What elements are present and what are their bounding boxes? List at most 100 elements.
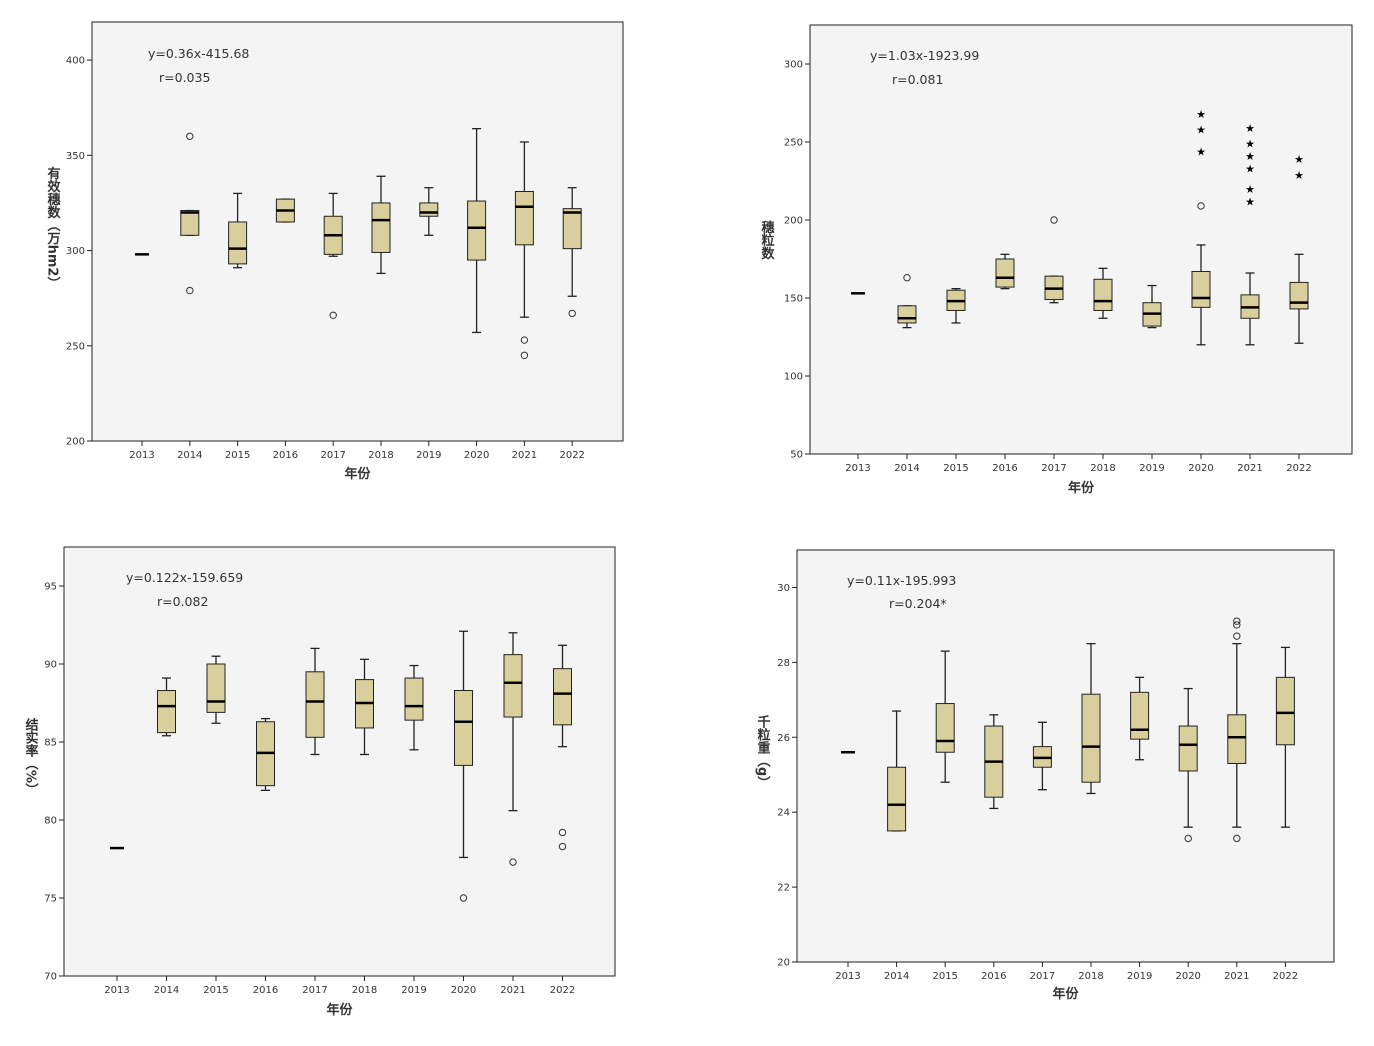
- x-tick-label: 2015: [943, 463, 968, 474]
- x-tick-label: 2021: [1224, 971, 1249, 982]
- outlier-marker: [568, 309, 576, 318]
- x-tick-label: 2022: [1273, 971, 1298, 982]
- box-iqr: [503, 654, 523, 718]
- box-iqr: [157, 690, 176, 734]
- outlier-marker: [1233, 621, 1241, 629]
- x-tick-label: 2017: [1030, 971, 1055, 982]
- y-tick-label: 70: [44, 972, 57, 983]
- x-tick-label: 2016: [981, 971, 1006, 982]
- outlier-extreme-marker: ★: [1245, 195, 1255, 208]
- box-iqr: [1093, 278, 1113, 311]
- x-tick-label: 2018: [1078, 971, 1103, 982]
- y-tick-label: 400: [66, 56, 85, 67]
- x-tick-label: 2017: [320, 450, 345, 461]
- outlier-marker: [1184, 834, 1192, 843]
- x-tick-label: 2013: [129, 450, 154, 461]
- x-axis-label: 年份: [326, 1002, 353, 1018]
- x-tick-label: 2020: [451, 985, 476, 996]
- panel-seed-setting-rate: 70 75 80 85 90 95 2013 2014 2015 2016 2017 2018 2019…: [23, 546, 616, 1018]
- x-tick-label: 2022: [550, 985, 575, 996]
- outlier-marker: [1233, 632, 1241, 640]
- outlier-marker: [509, 858, 517, 866]
- x-tick-label: 2013: [845, 463, 870, 474]
- outlier-extreme-marker: ★: [1245, 138, 1255, 151]
- x-axis-label: 年份: [1052, 986, 1079, 1002]
- outlier-extreme-marker: ★: [1245, 122, 1255, 135]
- y-axis-label: 结实率（%）: [23, 717, 40, 796]
- y-tick-label: 24: [777, 808, 790, 819]
- box-iqr: [206, 663, 226, 713]
- y-tick-label: 50: [790, 450, 803, 461]
- outlier-marker: [520, 351, 529, 359]
- x-axis-label: 年份: [344, 466, 371, 482]
- box-iqr: [1178, 725, 1198, 772]
- x-tick-label: 2014: [884, 971, 909, 982]
- outlier-extreme-marker: ★: [1196, 124, 1206, 137]
- outlier-marker: [558, 828, 567, 837]
- plot-area: [63, 546, 616, 977]
- regression-equation: y=1.03x-1923.99: [870, 48, 979, 63]
- outlier-marker: [329, 311, 337, 319]
- x-tick-label: 2021: [512, 450, 537, 461]
- box-iqr: [897, 305, 917, 324]
- outlier-extreme-marker: ★: [1245, 150, 1255, 163]
- x-tick-label: 2017: [302, 985, 327, 996]
- y-tick-label: 85: [44, 738, 57, 749]
- x-tick-label: 2019: [1139, 463, 1164, 474]
- plot-area: [796, 549, 1335, 963]
- x-axis-label: 年份: [1068, 480, 1095, 496]
- x-tick-label: 2018: [368, 450, 393, 461]
- panel-grains-per-panicle: 50 100 150 200 250 300 2013 2014 2015 2016 2017 201…: [759, 24, 1353, 496]
- box-iqr: [1081, 693, 1101, 783]
- box-iqr: [995, 258, 1015, 288]
- outlier-extreme-marker: ★: [1245, 163, 1255, 176]
- x-tick-label: 2016: [992, 463, 1017, 474]
- outlier-marker: [903, 274, 911, 282]
- y-axis-label: 穗粒数: [759, 220, 775, 261]
- outlier-marker: [459, 894, 468, 902]
- y-tick-label: 26: [777, 733, 790, 744]
- y-tick-label: 200: [66, 437, 85, 448]
- outlier-marker: [1050, 216, 1058, 224]
- box-iqr: [1275, 676, 1295, 746]
- x-tick-label: 2017: [1041, 463, 1066, 474]
- x-tick-label: 2021: [500, 985, 525, 996]
- x-tick-label: 2018: [1090, 463, 1115, 474]
- correlation-coefficient: r=0.035: [159, 70, 210, 85]
- y-axis-label: 千粒重（g）: [755, 714, 772, 789]
- box-iqr: [1191, 270, 1211, 308]
- box-iqr: [1130, 691, 1150, 740]
- plot-area: [809, 24, 1353, 455]
- x-tick-label: 2018: [352, 985, 377, 996]
- outlier-marker: [1197, 202, 1205, 210]
- x-tick-label: 2020: [1175, 971, 1200, 982]
- box-iqr: [1289, 281, 1309, 310]
- x-tick-label: 2022: [1286, 463, 1311, 474]
- y-tick-label: 300: [66, 246, 85, 257]
- outlier-extreme-marker: ★: [1294, 169, 1304, 182]
- x-tick-label: 2016: [273, 450, 298, 461]
- x-tick-label: 2016: [253, 985, 278, 996]
- regression-equation: y=0.11x-195.993: [847, 573, 956, 588]
- x-tick-label: 2021: [1237, 463, 1262, 474]
- outlier-marker: [186, 132, 194, 140]
- box-iqr: [467, 200, 487, 261]
- y-tick-label: 90: [44, 660, 57, 671]
- correlation-coefficient: r=0.081: [892, 72, 943, 87]
- x-tick-label: 2015: [203, 985, 228, 996]
- outlier-marker: [1233, 617, 1241, 625]
- x-tick-label: 2019: [416, 450, 441, 461]
- y-tick-label: 250: [784, 138, 803, 149]
- box-iqr: [371, 202, 391, 253]
- y-tick-label: 28: [777, 658, 790, 669]
- regression-equation: y=0.122x-159.659: [126, 570, 243, 585]
- y-tick-label: 150: [784, 294, 803, 305]
- y-tick-label: 300: [784, 60, 803, 71]
- y-tick-label: 22: [777, 883, 790, 894]
- box-iqr: [514, 191, 534, 246]
- correlation-coefficient: r=0.204*: [889, 596, 947, 611]
- outlier-extreme-marker: ★: [1196, 108, 1206, 121]
- x-tick-label: 2022: [559, 450, 584, 461]
